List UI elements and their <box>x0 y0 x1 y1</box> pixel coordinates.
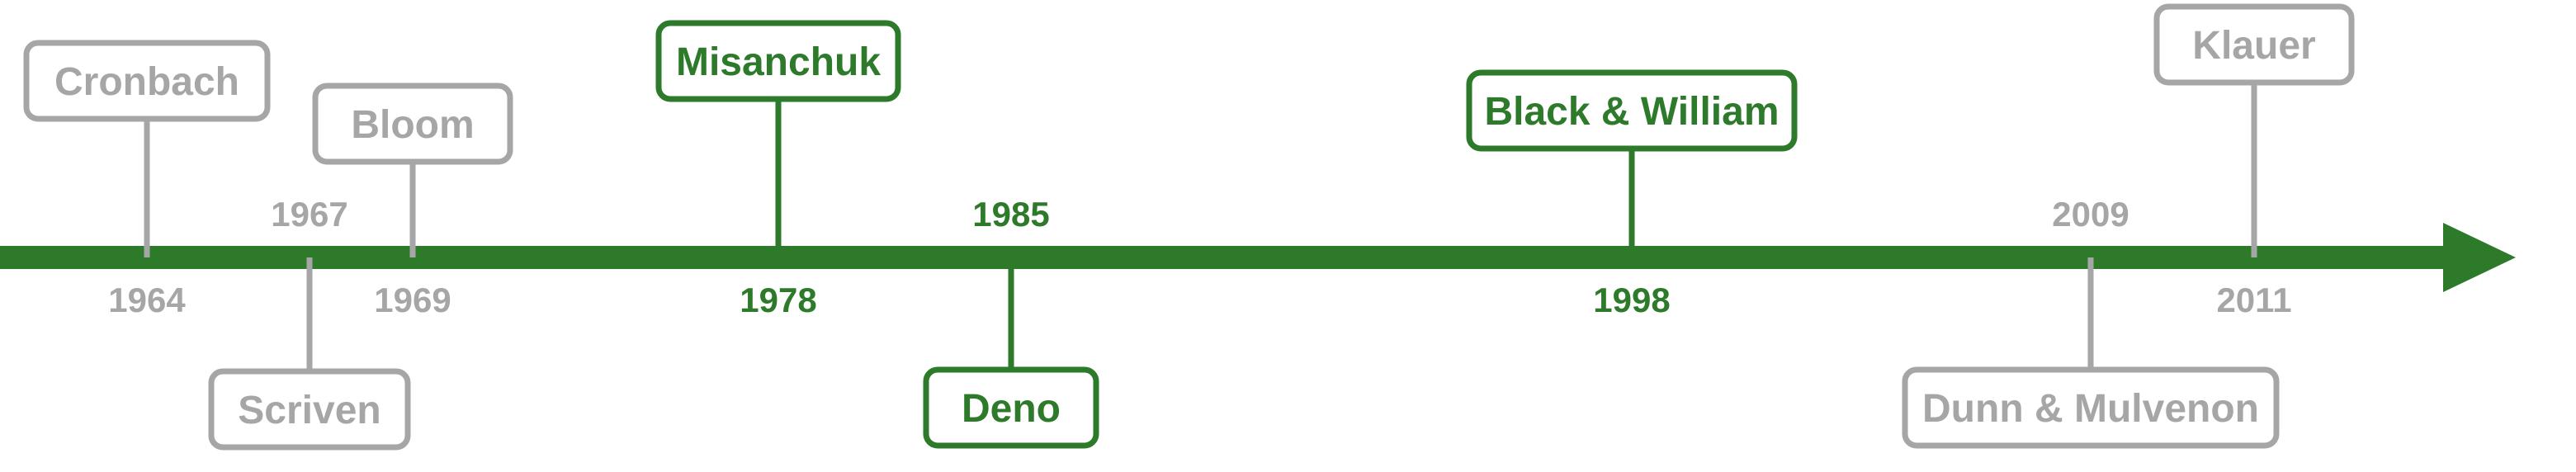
event-box-frame <box>312 83 513 165</box>
event-stem-dunn-mulvenon <box>2087 257 2094 370</box>
event-year-label: 1964 <box>108 281 186 319</box>
event-name-label: Dunn & Mulvenon <box>1922 387 2259 431</box>
event-box-scriven: Scriven <box>208 368 411 451</box>
event-box-frame <box>1902 366 2280 449</box>
timeline-year-labels-group: 1964 1967 1969 1978 1985 1998 2009 2011 <box>108 195 2291 319</box>
event-box-frame <box>1466 69 1798 152</box>
event-box-deno: Deno <box>923 366 1099 449</box>
event-box-bloom: Bloom <box>312 83 513 165</box>
event-year-label: 1967 <box>271 195 347 234</box>
event-name-label: Black & William <box>1484 90 1779 134</box>
event-name-label: Misanchuk <box>676 40 881 84</box>
event-year-label: 1985 <box>972 195 1049 234</box>
event-name-label: Scriven <box>238 389 380 432</box>
event-year-label: 2009 <box>2052 195 2129 234</box>
event-box-cronbach: Cronbach <box>23 40 271 122</box>
event-name-label: Klauer <box>2192 24 2315 68</box>
event-box-dunn-mulvenon: Dunn & Mulvenon <box>1902 366 2280 449</box>
event-box-frame <box>655 20 901 102</box>
event-stem-misanchuk <box>775 99 782 257</box>
timeline-arrowhead <box>2443 223 2516 292</box>
event-box-misanchuk: Misanchuk <box>655 20 901 102</box>
event-name-label: Deno <box>962 387 1061 431</box>
event-box-black-william: Black & William <box>1466 69 1798 152</box>
timeline-stems-group <box>144 83 2257 371</box>
event-year-label: 2011 <box>2216 281 2291 319</box>
timeline-event-boxes-group: Cronbach Scriven Bloom Misanchuk Deno Black &… <box>23 3 2355 451</box>
event-box-frame <box>208 368 411 451</box>
event-stem-klauer <box>2251 83 2257 257</box>
timeline-axis-group <box>0 223 2516 292</box>
event-stem-cronbach <box>144 119 150 257</box>
event-year-label: 1969 <box>374 281 451 319</box>
event-year-label: 1978 <box>740 281 816 319</box>
event-stem-deno <box>1008 257 1014 370</box>
event-year-label: 1998 <box>1593 281 1670 319</box>
event-stem-bloom <box>409 162 416 257</box>
event-name-label: Bloom <box>351 103 474 147</box>
event-box-frame <box>23 40 271 122</box>
timeline-axis-line <box>0 246 2443 269</box>
event-stem-black-william <box>1628 149 1635 257</box>
event-box-frame <box>923 366 1099 449</box>
event-box-frame <box>2153 3 2355 86</box>
event-box-klauer: Klauer <box>2153 3 2355 86</box>
event-stem-scriven <box>306 257 313 371</box>
event-name-label: Cronbach <box>54 60 239 104</box>
